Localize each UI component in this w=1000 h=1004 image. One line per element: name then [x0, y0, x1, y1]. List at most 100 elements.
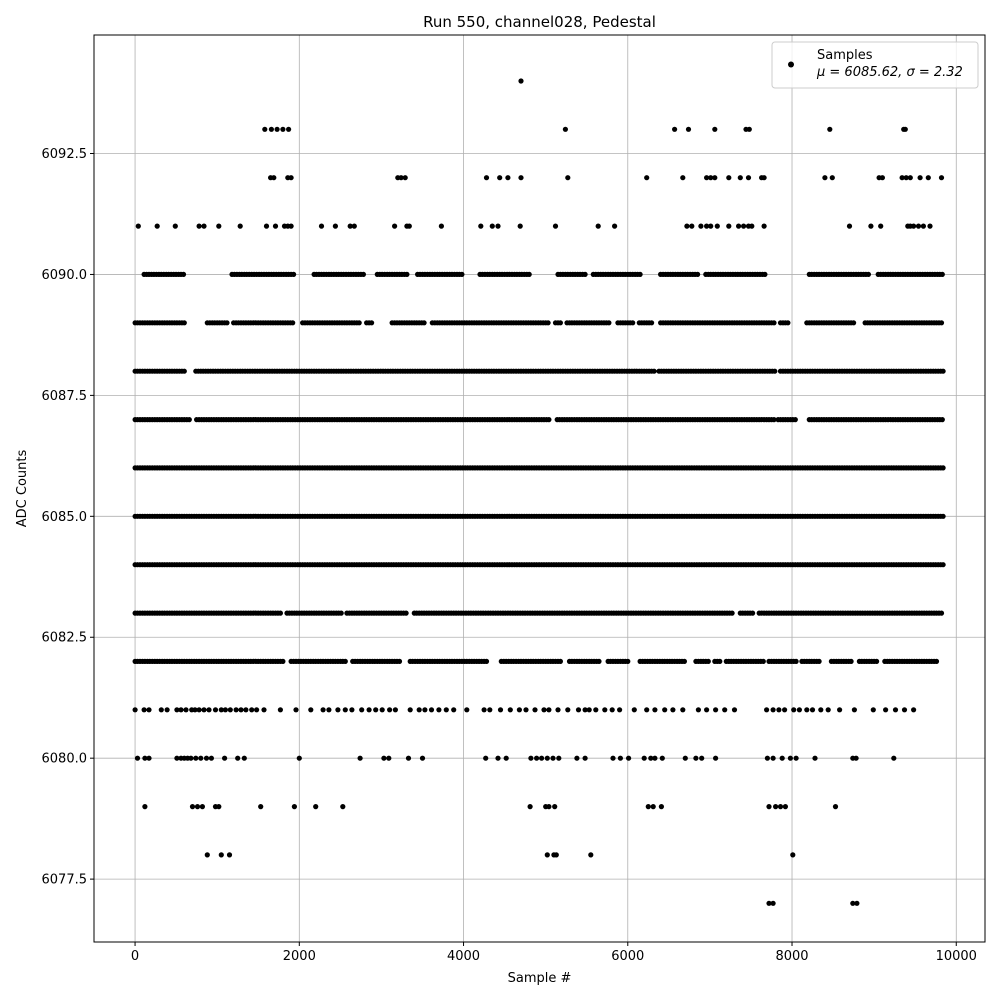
data-point	[662, 707, 668, 713]
data-point	[233, 707, 239, 713]
y-tick-label: 6077.5	[42, 873, 88, 888]
data-point	[280, 126, 286, 132]
data-point	[851, 320, 857, 326]
data-point	[787, 755, 794, 761]
data-point	[822, 175, 828, 181]
data-point	[729, 610, 735, 616]
data-point	[596, 658, 602, 665]
data-point	[335, 707, 341, 713]
data-point	[731, 707, 738, 713]
data-point	[651, 368, 657, 374]
data-point	[526, 271, 532, 277]
data-point	[237, 223, 243, 229]
data-point	[892, 707, 899, 713]
data-point	[332, 223, 338, 229]
data-point	[593, 707, 599, 713]
data-point	[602, 707, 608, 713]
data-point	[565, 707, 571, 713]
data-point	[203, 755, 210, 761]
data-point	[557, 320, 564, 326]
data-point	[357, 755, 363, 761]
data-point	[263, 223, 270, 229]
data-point	[764, 707, 770, 713]
data-point	[396, 658, 403, 665]
data-point	[883, 707, 889, 713]
data-point	[712, 175, 718, 181]
data-point	[218, 707, 224, 713]
data-point	[386, 755, 392, 761]
data-point	[766, 804, 772, 810]
data-point	[478, 223, 484, 229]
data-point	[288, 175, 294, 181]
data-point	[606, 320, 612, 326]
data-point	[680, 707, 686, 713]
data-point	[804, 707, 810, 713]
data-point	[630, 320, 636, 326]
data-point	[695, 707, 702, 713]
data-point	[201, 223, 207, 229]
data-point	[816, 658, 822, 665]
data-point	[546, 417, 552, 423]
data-point	[174, 707, 180, 713]
data-point	[541, 707, 547, 713]
data-point	[381, 755, 387, 761]
data-point	[527, 804, 533, 810]
x-tick-label: 10000	[936, 949, 977, 964]
data-point	[648, 755, 654, 761]
data-point	[641, 755, 647, 761]
data-point	[421, 320, 427, 326]
data-point	[507, 707, 513, 713]
data-point	[670, 707, 676, 713]
data-point	[939, 271, 945, 277]
data-point	[277, 707, 283, 713]
y-tick-label: 6090.0	[42, 268, 88, 283]
data-point	[899, 175, 905, 181]
data-point	[760, 658, 766, 665]
data-point	[272, 223, 279, 229]
y-tick-label: 6087.5	[42, 389, 88, 404]
data-point	[713, 755, 719, 761]
data-point	[545, 320, 551, 326]
data-point	[483, 175, 490, 181]
data-point	[288, 223, 294, 229]
data-point	[342, 658, 348, 665]
data-point	[770, 755, 776, 761]
data-point	[489, 223, 495, 229]
data-point	[154, 223, 160, 229]
data-point	[736, 223, 742, 229]
data-point	[938, 320, 945, 326]
data-point	[865, 271, 872, 277]
data-point	[523, 707, 529, 713]
data-point	[907, 175, 913, 181]
data-point	[680, 175, 686, 181]
legend-box	[771, 41, 979, 89]
x-tick-label: 4000	[447, 949, 480, 964]
data-point	[681, 658, 688, 665]
data-point	[562, 126, 569, 132]
data-point	[518, 78, 524, 84]
data-point	[565, 175, 571, 181]
data-point	[422, 707, 428, 713]
data-point	[650, 804, 656, 810]
data-point	[829, 175, 835, 181]
data-point	[528, 755, 534, 761]
data-point	[625, 658, 631, 665]
data-point	[291, 804, 297, 810]
data-point	[398, 175, 404, 181]
data-point	[812, 755, 818, 761]
data-point	[684, 223, 690, 229]
data-point	[586, 707, 592, 713]
data-point	[443, 707, 449, 713]
data-point	[464, 707, 470, 713]
data-point	[227, 707, 233, 713]
data-point	[712, 126, 718, 132]
data-point	[132, 707, 138, 713]
data-point	[218, 852, 224, 858]
data-point	[291, 271, 297, 277]
data-point	[644, 707, 650, 713]
data-point	[326, 707, 332, 713]
data-point	[235, 755, 241, 761]
data-point	[940, 513, 946, 519]
y-axis-label: ADC Counts	[15, 450, 30, 528]
